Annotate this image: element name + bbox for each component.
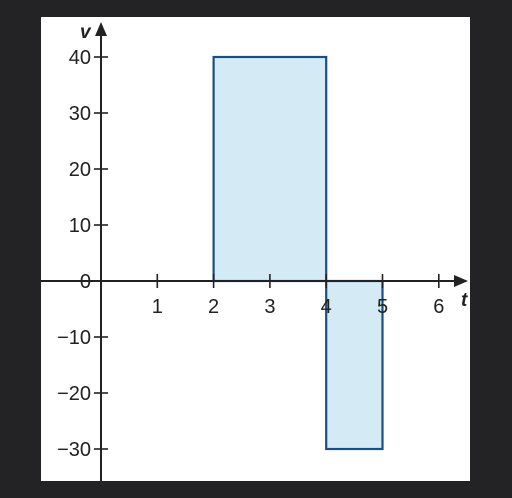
x-tick-label: 5 [377,296,388,318]
y-tick-label: −20 [57,383,91,405]
y-axis-arrow [95,22,107,36]
axes-layer: t v [41,22,468,481]
x-axis-label: t [461,290,468,311]
y-tick-label: 40 [69,47,91,69]
y-tick-label: 10 [69,215,91,237]
ticks-layer: 1 2 3 4 5 6 40 30 20 10 0 −10 −20 −30 [57,47,444,461]
bar-2 [325,279,384,451]
y-tick-label: 20 [69,159,91,181]
x-tick-label: 3 [264,296,275,318]
y-tick-label: 0 [80,271,91,293]
y-tick-label: −10 [57,327,91,349]
x-tick-label: 6 [433,296,444,318]
x-axis-arrow [454,275,468,287]
x-tick-label: 4 [321,296,332,318]
bar-1 [212,55,328,283]
y-axis-label: v [80,22,92,43]
y-tick-label: 30 [69,103,91,125]
x-tick-label: 2 [208,296,219,318]
y-tick-label: −30 [57,439,91,461]
x-tick-label: 1 [152,296,163,318]
